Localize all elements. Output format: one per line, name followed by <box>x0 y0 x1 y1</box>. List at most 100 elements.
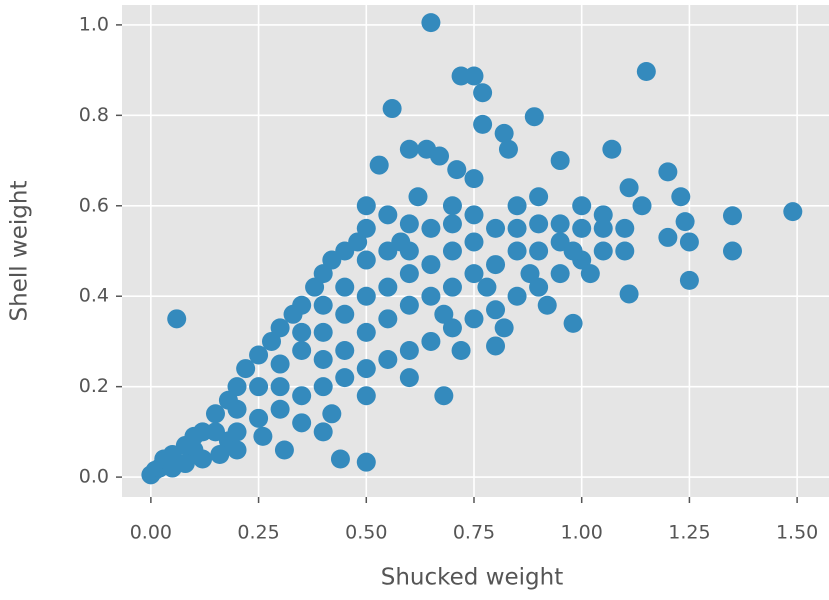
point <box>378 277 398 297</box>
point <box>356 250 376 270</box>
point <box>249 408 269 428</box>
point <box>270 377 290 397</box>
point <box>486 336 506 356</box>
point <box>636 61 656 81</box>
point <box>602 139 622 159</box>
point <box>563 313 583 333</box>
point <box>529 277 549 297</box>
point <box>292 322 312 342</box>
point <box>399 368 419 388</box>
point <box>399 264 419 284</box>
point <box>356 359 376 379</box>
point <box>378 309 398 329</box>
point <box>205 404 225 424</box>
point <box>464 264 484 284</box>
point <box>464 66 484 86</box>
x-tick-label: 0.00 <box>130 522 172 544</box>
point <box>335 340 355 360</box>
point <box>193 449 213 469</box>
point <box>313 422 333 442</box>
point <box>442 277 462 297</box>
point <box>619 178 639 198</box>
point <box>442 241 462 261</box>
point <box>270 354 290 374</box>
point <box>292 386 312 406</box>
point <box>679 270 699 290</box>
point <box>658 227 678 247</box>
y-tick-label: 0.6 <box>79 194 109 216</box>
point <box>270 318 290 338</box>
point <box>507 241 527 261</box>
point <box>447 160 467 180</box>
point <box>593 241 613 261</box>
point <box>520 264 540 284</box>
point <box>442 214 462 234</box>
x-tick-label: 1.50 <box>776 522 818 544</box>
point <box>486 255 506 275</box>
point <box>356 196 376 216</box>
point <box>249 377 269 397</box>
point <box>537 295 557 315</box>
point <box>619 284 639 304</box>
point <box>494 123 514 143</box>
point <box>270 399 290 419</box>
point <box>236 359 256 379</box>
y-tick-label: 1.0 <box>79 13 109 35</box>
point <box>421 218 441 238</box>
point <box>227 440 247 460</box>
point <box>486 218 506 238</box>
point <box>408 187 428 207</box>
point <box>356 286 376 306</box>
point <box>671 187 691 207</box>
point <box>335 277 355 297</box>
point <box>498 139 518 159</box>
point <box>421 286 441 306</box>
point <box>783 202 803 222</box>
point <box>507 196 527 216</box>
point <box>378 350 398 370</box>
y-tick-label: 0.0 <box>79 466 109 488</box>
point <box>335 304 355 324</box>
point <box>313 377 333 397</box>
point <box>529 241 549 261</box>
point <box>563 241 583 261</box>
point <box>292 295 312 315</box>
point <box>391 232 411 252</box>
point <box>593 218 613 238</box>
point <box>529 187 549 207</box>
point <box>274 440 294 460</box>
point <box>335 368 355 388</box>
point <box>356 386 376 406</box>
point <box>399 139 419 159</box>
point <box>464 232 484 252</box>
point <box>593 205 613 225</box>
point <box>348 232 368 252</box>
y-axis-title: Shell weight <box>7 181 33 322</box>
point <box>615 218 635 238</box>
point <box>464 309 484 329</box>
point <box>253 426 273 446</box>
point <box>399 340 419 360</box>
point <box>464 169 484 189</box>
point <box>313 350 333 370</box>
y-tick-label: 0.2 <box>79 375 109 397</box>
labels: 0.00 0.25 0.50 0.75 1.00 1.25 1.50 0.0 0.2 0.4 0.6… <box>79 13 818 543</box>
x-axis-title: Shucked weight <box>381 565 564 591</box>
point <box>261 331 281 351</box>
y-tick-label: 0.8 <box>79 104 109 126</box>
point <box>550 151 570 171</box>
point <box>356 218 376 238</box>
point <box>430 146 450 166</box>
point <box>464 205 484 225</box>
point <box>486 300 506 320</box>
point <box>473 114 493 134</box>
point <box>292 340 312 360</box>
x-tick-label: 0.75 <box>453 522 495 544</box>
point <box>580 264 600 284</box>
point <box>550 214 570 234</box>
point <box>382 99 402 119</box>
point <box>421 255 441 275</box>
point <box>210 444 230 464</box>
point <box>356 452 376 472</box>
